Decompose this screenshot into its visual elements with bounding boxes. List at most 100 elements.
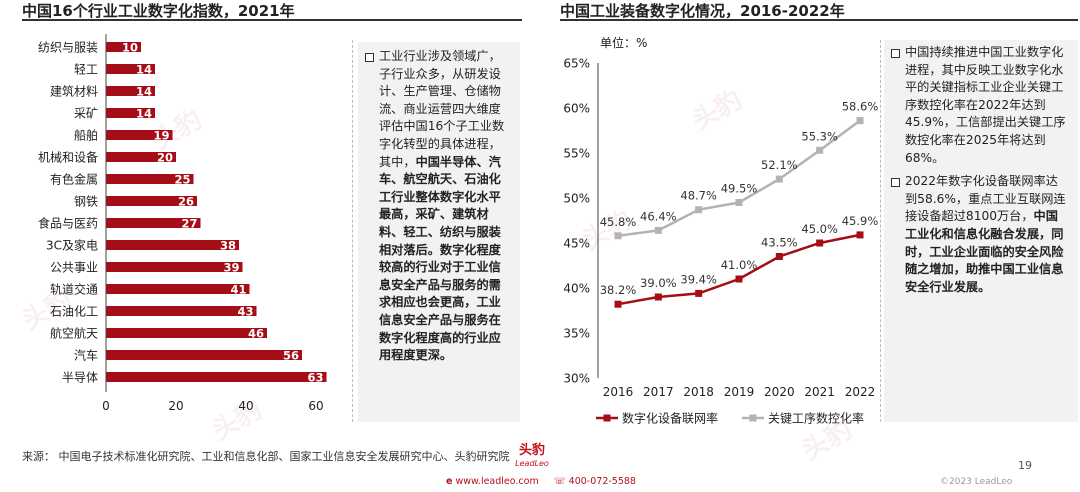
bar: [106, 108, 155, 118]
bar: [106, 240, 239, 250]
bar: [106, 86, 155, 96]
bar: [106, 218, 201, 228]
x-tick-label: 2017: [643, 385, 674, 399]
right-note-box: 中国持续推进中国工业数字化进程，其中反映工业数字化水平的关键指标工业企业关键工序…: [884, 40, 1078, 422]
x-tick-label: 2018: [683, 385, 714, 399]
category-label: 航空航天: [50, 326, 98, 341]
category-label: 采矿: [74, 107, 98, 121]
y-tick-label: 55%: [563, 147, 590, 161]
left-chart-title: 中国16个行业工业数字化指数，2021年: [22, 2, 295, 20]
data-label: 45.0%: [801, 222, 838, 236]
category-label: 建筑材料: [50, 84, 98, 99]
bar-value-label: 46: [248, 327, 264, 341]
right-note-paragraph-1: 中国持续推进中国工业数字化进程，其中反映工业数字化水平的关键指标工业企业关键工序…: [890, 44, 1070, 167]
industry-digitization-bar-chart: 纺织与服装 10 轻工 14 建筑材料 14 采矿 14 船舶 19 机械和设备 20 有色金属 25 钢铁…: [38, 34, 327, 413]
bar: [106, 152, 176, 162]
bar-value-label: 14: [136, 85, 152, 99]
data-label: 55.3%: [801, 129, 838, 143]
left-note-plain: 工业行业涉及领域广，子行业众多，从研发设计、生产管理、仓储物流、商业运营四大维度…: [379, 49, 505, 169]
data-point: [654, 226, 662, 234]
right-note-bold-2: 中国工业化和信息化融合发展，同时，工业企业面临的安全风险随之增加，助推中国工业信…: [905, 209, 1064, 294]
footer-contact: e www.leadleo.com ☏ 400-072-5588: [446, 476, 636, 487]
legend-label: 关键工序数控化率: [768, 411, 864, 426]
x-tick-label: 2016: [603, 385, 634, 399]
web-icon: e: [446, 476, 453, 487]
bar-value-label: 25: [174, 173, 190, 187]
bar-value-label: 26: [178, 195, 194, 209]
legend-marker: [603, 414, 611, 422]
data-point: [775, 175, 783, 183]
left-note-box: 工业行业涉及领域广，子行业众多，从研发设计、生产管理、仓储物流、商业运营四大维度…: [358, 42, 520, 422]
data-label: 38.2%: [600, 283, 637, 297]
data-label: 48.7%: [680, 189, 717, 203]
category-label: 3C及家电: [46, 238, 98, 253]
y-tick-label: 30%: [563, 372, 590, 386]
bar-value-label: 27: [181, 217, 197, 231]
right-chart-title: 中国工业装备数字化情况，2016-2022年: [560, 2, 845, 20]
data-point: [654, 293, 662, 301]
x-tick-label: 2022: [845, 385, 876, 399]
right-note-paragraph-2: 2022年数字化设备联网率达到58.6%，重点工业互联网连接设备超过8100万台…: [890, 173, 1070, 296]
category-label: 汽车: [74, 348, 98, 363]
x-tick-label: 0: [102, 399, 110, 413]
data-label: 45.8%: [600, 215, 637, 229]
category-label: 纺织与服装: [38, 41, 98, 55]
category-label: 机械和设备: [38, 150, 98, 165]
phone-number: 400-072-5588: [568, 476, 636, 487]
bar-value-label: 14: [136, 63, 152, 77]
y-tick-label: 35%: [563, 327, 590, 341]
brand-name: 头豹: [518, 443, 545, 458]
legend-marker: [749, 414, 757, 422]
data-label: 41.0%: [721, 258, 758, 272]
equipment-digitization-line-chart: 单位：% 30% 35% 40% 45% 50% 55% 60% 65% 2016 2017 2018…: [563, 35, 879, 426]
category-label: 轨道交通: [50, 282, 98, 297]
y-tick-label: 45%: [563, 237, 590, 251]
category-label: 钢铁: [74, 195, 98, 209]
bullet-icon: [891, 178, 900, 188]
category-label: 有色金属: [50, 172, 98, 187]
page-number: 19: [1018, 459, 1032, 472]
right-title-rule: [560, 19, 1078, 21]
x-tick-label: 2019: [724, 385, 755, 399]
bar: [106, 196, 197, 206]
bar: [106, 350, 302, 360]
category-label: 食品与医药: [38, 216, 98, 231]
bar-value-label: 14: [136, 107, 152, 121]
x-tick-label: 60: [308, 399, 323, 413]
bar-value-label: 56: [283, 349, 299, 363]
source-note: 来源： 中国电子技术标准化研究院、工业和信息化部、国家工业信息安全发展研究中心、…: [22, 450, 510, 463]
x-tick-label: 2021: [804, 385, 835, 399]
x-tick-label: 40: [238, 399, 253, 413]
category-label: 石油化工: [50, 305, 98, 319]
bar: [106, 262, 243, 272]
data-point: [775, 253, 783, 260]
category-label: 公共事业: [50, 261, 98, 275]
website-link[interactable]: www.leadleo.com: [455, 476, 539, 487]
bar: [106, 174, 194, 184]
data-label: 43.5%: [761, 236, 798, 250]
legend-label: 数字化设备联网率: [622, 411, 718, 426]
data-point: [816, 146, 824, 154]
data-label: 45.9%: [842, 214, 879, 228]
data-point: [614, 300, 622, 308]
brand-name-en: LeadLeo: [515, 459, 549, 468]
divider: [352, 40, 353, 422]
bar-value-label: 10: [122, 41, 138, 55]
phone-icon: ☏: [553, 476, 566, 487]
data-point: [695, 289, 703, 297]
divider: [880, 40, 881, 422]
data-point: [614, 232, 622, 240]
bar-value-label: 43: [237, 305, 253, 319]
category-label: 船舶: [74, 128, 98, 143]
bar: [106, 284, 250, 294]
data-point: [856, 231, 864, 239]
category-label: 轻工: [74, 63, 98, 77]
data-label: 52.1%: [761, 158, 798, 172]
bar: [106, 130, 173, 140]
copyright: ©2023 LeadLeo: [940, 477, 1013, 487]
data-point: [695, 206, 703, 214]
left-note-bold: 中国半导体、汽车、航空航天、石油化工行业整体数字化水平最高，采矿、建筑材料、轻工…: [379, 154, 501, 363]
x-tick-label: 2020: [764, 385, 795, 399]
y-tick-label: 50%: [563, 192, 590, 206]
bar-value-label: 19: [153, 129, 169, 143]
